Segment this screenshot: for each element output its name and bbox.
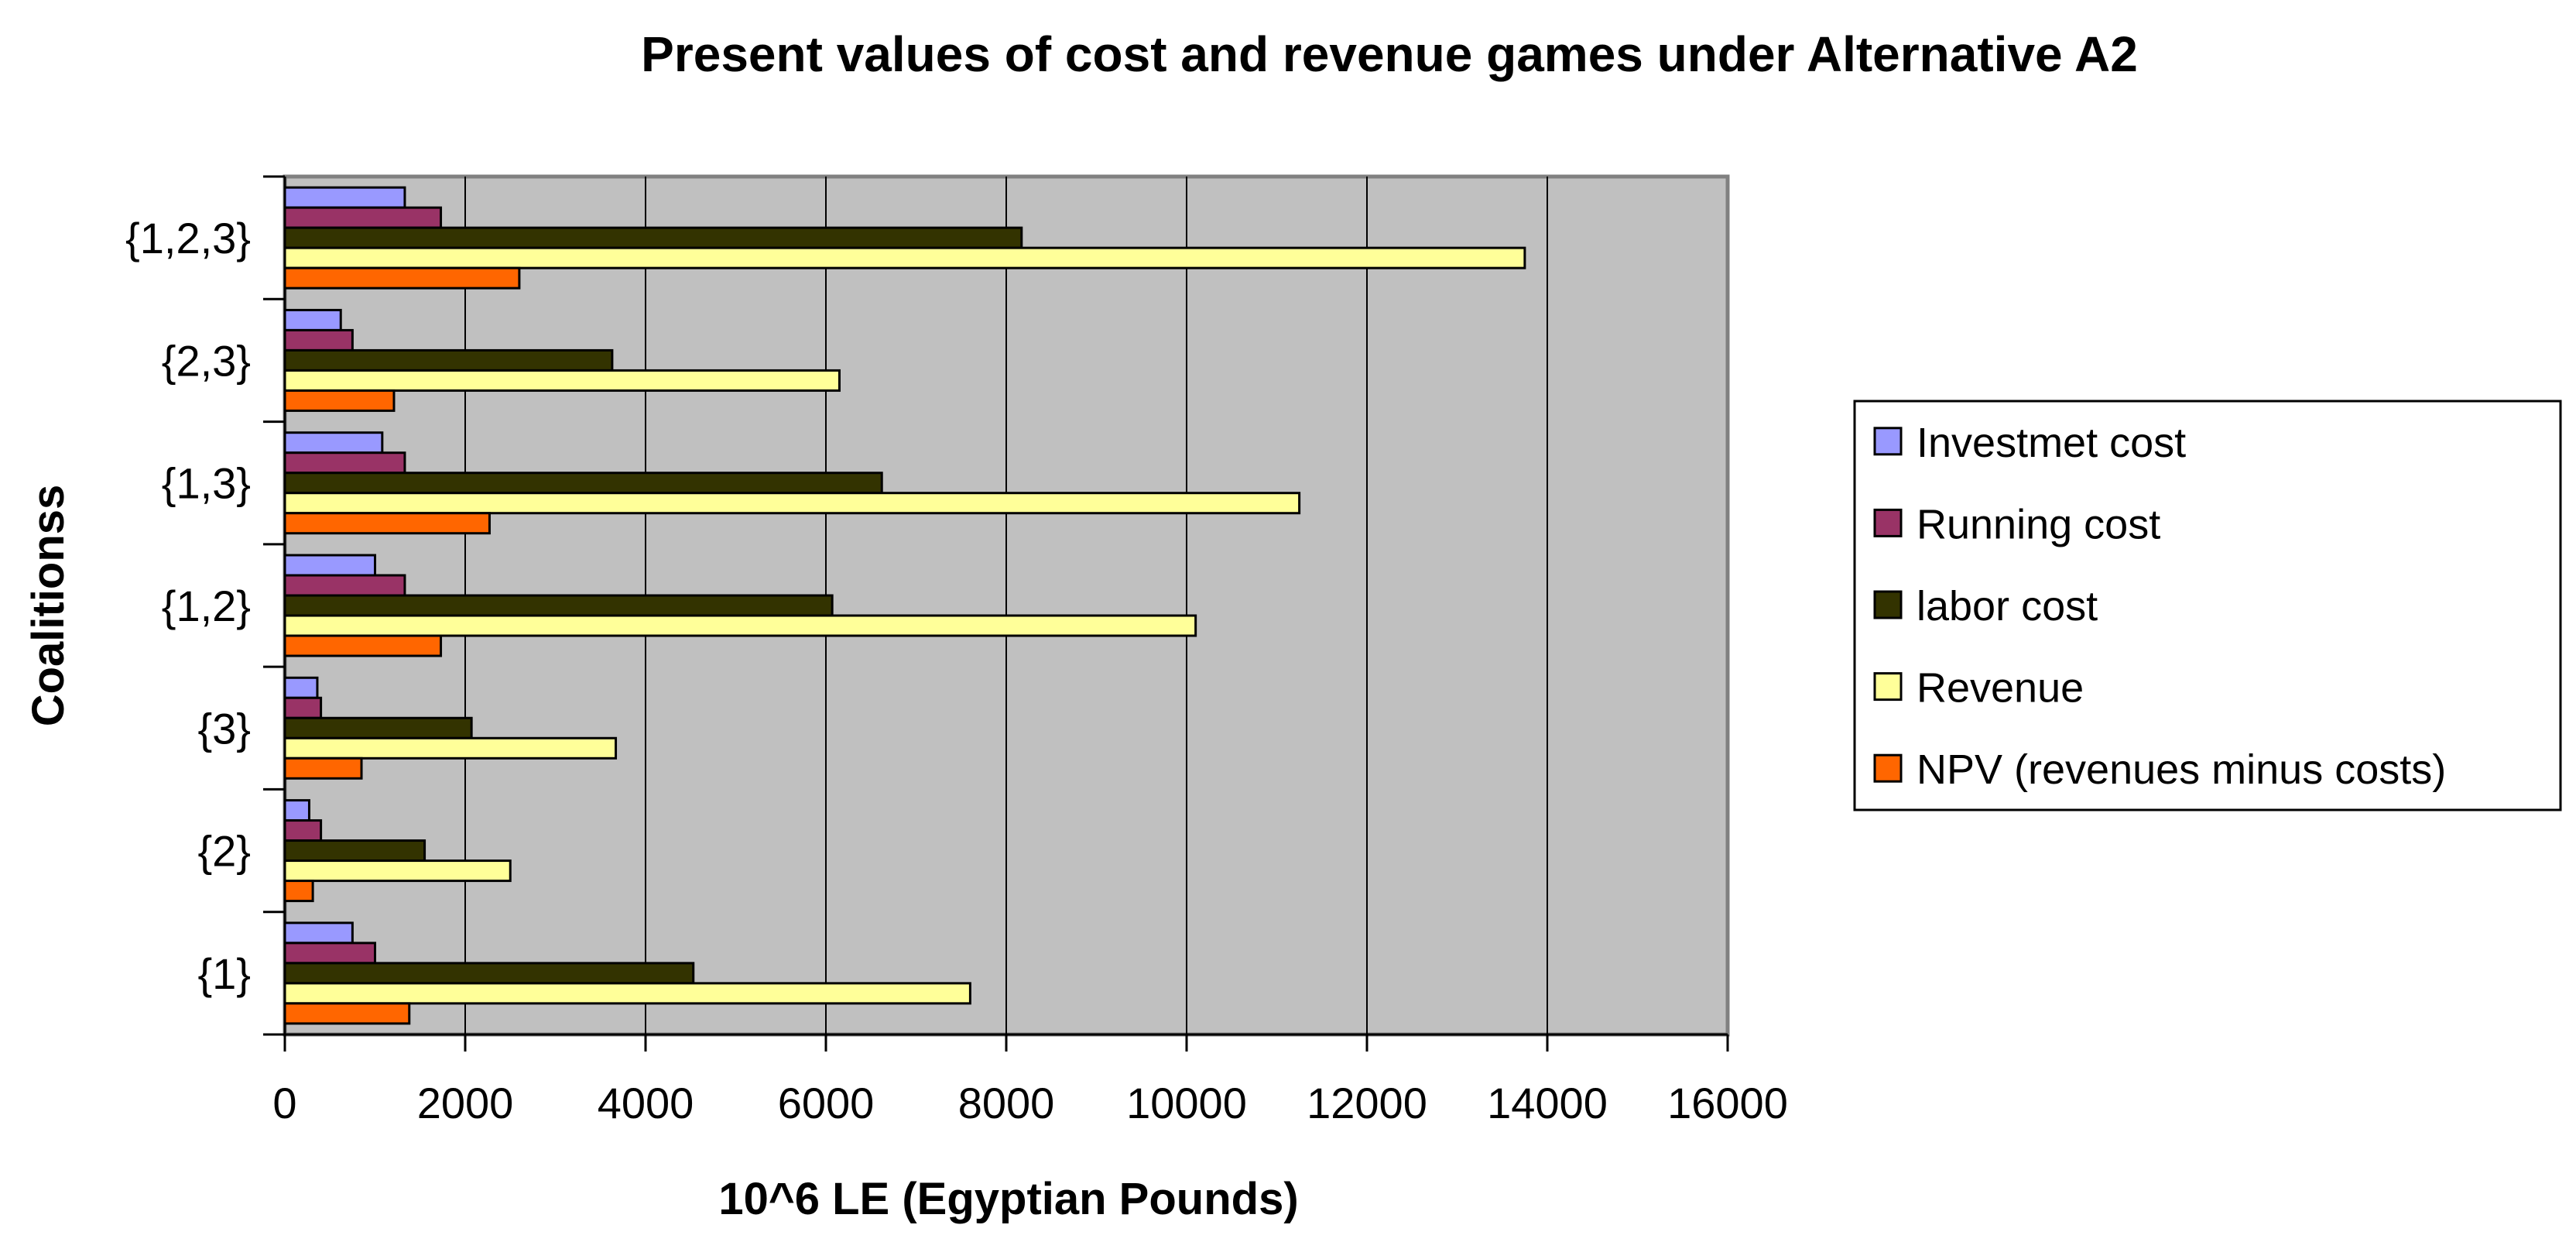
bar bbox=[283, 634, 443, 657]
bar bbox=[283, 594, 834, 617]
bar bbox=[283, 431, 384, 455]
bar bbox=[283, 859, 512, 883]
legend-label: Investmet cost bbox=[1917, 420, 2186, 466]
x-tick-label: 6000 bbox=[778, 1079, 875, 1127]
bar bbox=[283, 328, 354, 352]
y-tick-label: {1,3} bbox=[162, 459, 251, 508]
chart-title: Present values of cost and revenue games… bbox=[641, 26, 2138, 82]
bar bbox=[283, 921, 354, 945]
bar bbox=[283, 226, 1023, 249]
y-tick-label: {1} bbox=[197, 949, 251, 998]
x-tick-label: 8000 bbox=[958, 1079, 1055, 1127]
bar bbox=[283, 554, 376, 577]
legend-swatch bbox=[1873, 508, 1903, 537]
legend-label: Running cost bbox=[1917, 501, 2160, 547]
y-tick-label: {1,2,3} bbox=[125, 214, 251, 262]
bar bbox=[283, 574, 406, 597]
bar bbox=[283, 799, 310, 822]
bar bbox=[283, 880, 314, 903]
y-tick-label: {2,3} bbox=[162, 336, 251, 385]
bar bbox=[283, 1002, 411, 1025]
legend-label: labor cost bbox=[1917, 583, 2098, 630]
bar bbox=[283, 757, 363, 780]
x-tick-label: 12000 bbox=[1307, 1079, 1427, 1127]
bar bbox=[283, 348, 614, 372]
legend-swatch bbox=[1873, 753, 1903, 783]
bar bbox=[283, 819, 323, 842]
bar bbox=[283, 839, 426, 863]
bar bbox=[283, 736, 618, 760]
legend-swatch bbox=[1873, 427, 1903, 456]
bar bbox=[283, 308, 342, 331]
legend: Investmet cost Running cost labor cost Reve… bbox=[1853, 400, 2562, 811]
x-tick-label: 16000 bbox=[1667, 1079, 1788, 1127]
legend-label: Revenue bbox=[1917, 665, 2084, 712]
bar bbox=[283, 962, 695, 985]
bar bbox=[283, 942, 376, 965]
bar bbox=[283, 676, 319, 699]
bar bbox=[283, 492, 1301, 515]
x-tick-label: 14000 bbox=[1487, 1079, 1608, 1127]
x-tick-label: 4000 bbox=[598, 1079, 694, 1127]
bar bbox=[283, 614, 1197, 637]
y-axis-label: Coalitionss bbox=[23, 485, 74, 727]
bar bbox=[283, 696, 323, 719]
bar bbox=[283, 512, 491, 535]
x-tick-label: 0 bbox=[272, 1079, 296, 1127]
bar bbox=[283, 206, 443, 229]
x-tick-label: 10000 bbox=[1126, 1079, 1247, 1127]
bar bbox=[283, 451, 406, 475]
y-tick-label: {1,2} bbox=[162, 582, 251, 630]
legend-swatch bbox=[1873, 590, 1903, 619]
y-tick-label: {2} bbox=[197, 827, 251, 876]
bar bbox=[283, 266, 521, 290]
legend-label: NPV (revenues minus costs) bbox=[1917, 746, 2446, 793]
y-tick-label: {3} bbox=[197, 704, 251, 753]
bar bbox=[283, 472, 883, 495]
bar bbox=[283, 389, 396, 412]
bar bbox=[283, 982, 971, 1005]
bar bbox=[283, 246, 1526, 269]
bar bbox=[283, 186, 406, 209]
x-tick-label: 2000 bbox=[417, 1079, 514, 1127]
x-axis-label: 10^6 LE (Egyptian Pounds) bbox=[718, 1174, 1298, 1224]
legend-swatch bbox=[1873, 672, 1903, 702]
bar bbox=[283, 716, 473, 739]
bar bbox=[283, 369, 841, 392]
legend-box bbox=[1853, 400, 2562, 811]
